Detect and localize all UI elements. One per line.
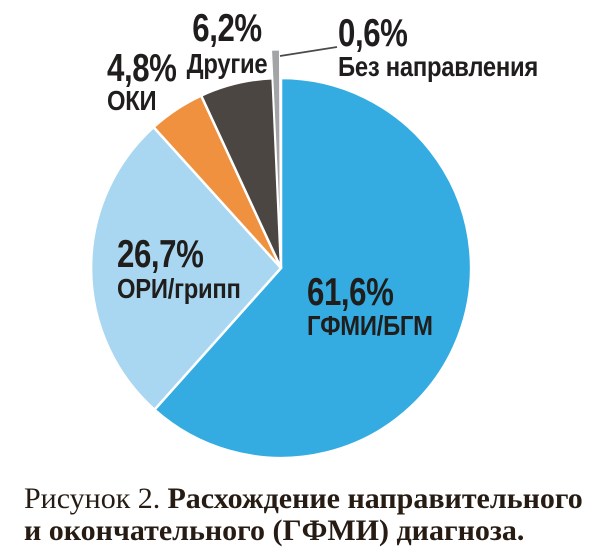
slice-label-drugie: 6,2% Другие <box>180 7 275 78</box>
slice-label-bez-napravleniya: 0,6% Без направления <box>338 12 573 82</box>
slice-percent: 26,7% <box>117 233 204 276</box>
slice-name: ГФМИ/БГМ <box>307 310 433 341</box>
slice-name: ОКИ <box>107 85 157 116</box>
slice-name: Другие <box>186 48 268 79</box>
slice-percent: 0,6% <box>338 12 408 55</box>
figure-caption: Рисунок 2. Расхождение направительного и … <box>24 483 584 547</box>
slice-name: ОРИ/грипп <box>117 273 241 304</box>
slice-percent: 61,6% <box>307 271 394 314</box>
pie-slice-0 <box>153 76 473 460</box>
leader-line <box>279 46 338 57</box>
slice-name: Без направления <box>338 51 538 82</box>
slice-percent: 6,2% <box>192 7 262 50</box>
slice-percent: 4,8% <box>107 47 177 90</box>
pie-slices <box>89 49 473 460</box>
slice-label-ori-gripp: 26,7% ОРИ/грипп <box>117 235 262 303</box>
pie-slice-4 <box>270 49 281 241</box>
slice-label-gfmi-bgm: 61,6% ГФМИ/БГМ <box>307 273 455 340</box>
slice-label-oki: 4,8% ОКИ <box>107 47 194 116</box>
caption-title-line1: Расхождение направительного <box>167 482 583 515</box>
caption-number: Рисунок 2. <box>24 482 161 515</box>
caption-title-line2: и окончательного (ГФМИ) диагноза. <box>24 514 525 547</box>
pie-slice-1 <box>89 125 283 411</box>
